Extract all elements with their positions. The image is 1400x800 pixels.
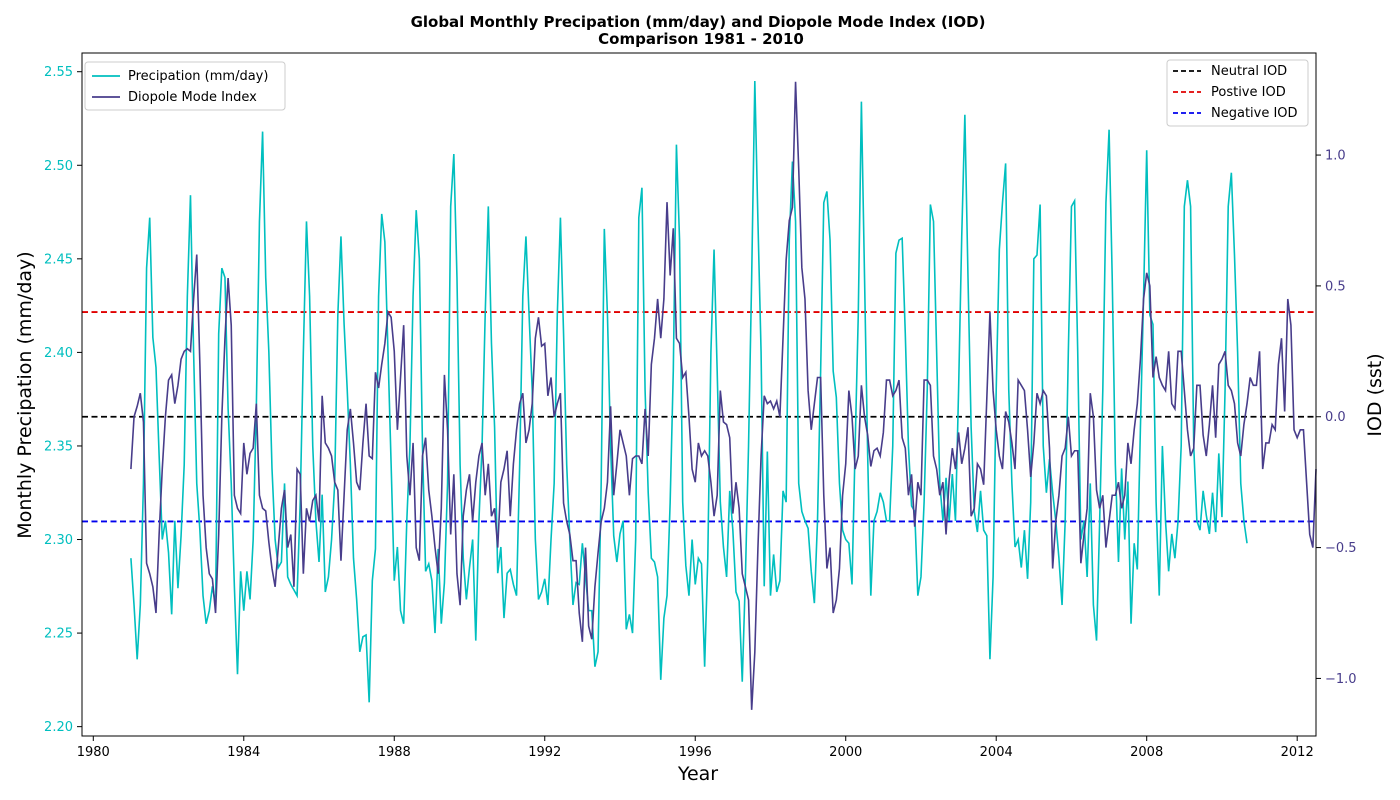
reference-lines [82,311,1316,523]
left-y-axis: 2.20 2.25 2.30 2.35 2.40 2.45 2.50 2.55 [44,65,82,735]
legend-iod-label: Diopole Mode Index [128,90,257,105]
x-tick-label: 2012 [1281,745,1314,760]
chart-subtitle: Comparison 1981 - 2010 [598,30,804,48]
plot-frame [81,52,1317,737]
x-tick-label: 1984 [227,745,260,760]
x-tick-label: 1980 [77,745,110,760]
legend-positive-label: Postive IOD [1211,85,1286,100]
right-y-tick-label: 0.5 [1325,279,1346,294]
left-y-axis-label: Monthly Precipation (mm/day) [14,251,36,538]
x-tick-label: 2000 [829,745,862,760]
right-y-tick-label: 0.0 [1325,410,1346,425]
x-tick-label: 1996 [679,745,712,760]
plot-area [82,81,1317,710]
right-y-tick-label: −0.5 [1325,541,1357,556]
x-tick-label: 1988 [378,745,411,760]
left-y-tick-label: 2.55 [44,65,73,80]
legend-precip-label: Precipation (mm/day) [128,69,268,84]
x-tick-label: 1992 [528,745,561,760]
left-y-tick-label: 2.40 [44,346,73,361]
chart-title: Global Monthly Precipation (mm/day) and … [411,13,986,31]
right-y-axis-label: IOD (sst) [1364,353,1386,436]
legend-negative-label: Negative IOD [1211,106,1298,121]
left-y-tick-label: 2.45 [44,252,73,267]
right-y-tick-label: −1.0 [1325,672,1357,687]
legend-series: Precipation (mm/day) Diopole Mode Index [84,61,286,111]
iod-series-line [130,81,1317,710]
left-y-tick-label: 2.35 [44,439,73,454]
left-y-tick-label: 2.20 [44,720,73,735]
left-y-tick-label: 2.50 [44,159,73,174]
precipitation-series-line [130,81,1248,703]
x-tick-label: 2004 [980,745,1013,760]
x-tick-label: 2008 [1130,745,1163,760]
x-axis: 1980 1984 1988 1992 1996 2000 2004 2008 2012 [77,736,1314,760]
right-y-axis: −1.0 −0.5 0.0 0.5 1.0 [1316,149,1357,687]
legend-reference: Neutral IOD Postive IOD Negative IOD [1166,59,1309,127]
left-y-tick-label: 2.30 [44,533,73,548]
left-y-tick-label: 2.25 [44,627,73,642]
x-axis-label: Year [677,763,718,785]
right-y-tick-label: 1.0 [1325,149,1346,164]
legend-neutral-label: Neutral IOD [1211,64,1287,79]
